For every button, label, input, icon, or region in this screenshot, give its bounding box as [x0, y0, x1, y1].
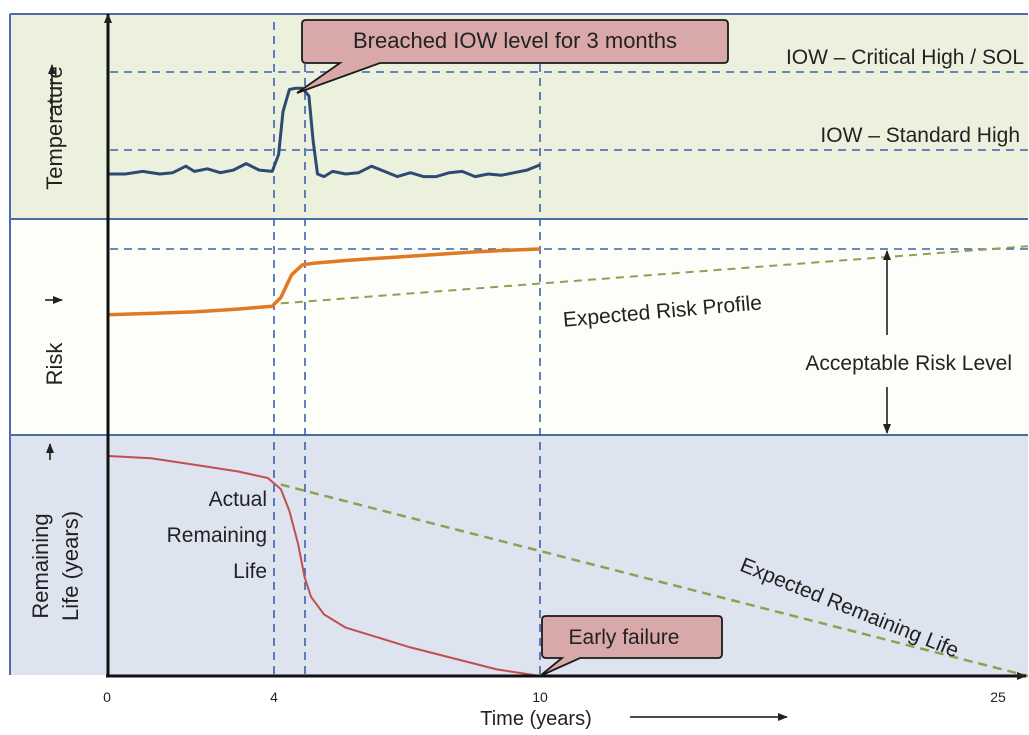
expected-remaining-life-line — [280, 483, 1029, 678]
x-tick-25: 25 — [990, 689, 1006, 705]
critical-high-label: IOW – Critical High / SOL — [786, 46, 1024, 69]
x-axis-title: Time (years) — [480, 708, 591, 730]
x-tick-4: 4 — [270, 689, 278, 705]
risk-panel-band — [10, 219, 1028, 435]
early-failure-callout-box — [539, 615, 723, 677]
breach-callout-box — [296, 19, 729, 94]
remaining-life-axis-label-line2: Life (years) — [58, 511, 83, 621]
risk-axis-label: Risk — [42, 342, 67, 386]
risk-series-line — [107, 247, 541, 317]
x-tick-10: 10 — [532, 689, 548, 705]
actual-remaining-life-label-line1: Actual — [209, 488, 267, 511]
remaining-life-panel-band — [10, 435, 1028, 675]
panel-backgrounds — [9, 13, 1028, 675]
temperature-axis-label: Temperature — [42, 66, 67, 190]
remaining-life-axis-label-line1: Remaining — [28, 513, 53, 618]
acceptable-risk-level-label: Acceptable Risk Level — [805, 352, 1012, 375]
temperature-series-line — [108, 86, 541, 179]
actual-remaining-life-line — [107, 455, 541, 677]
callouts — [296, 19, 729, 677]
actual-remaining-life-label-line2: Remaining — [167, 524, 267, 547]
axes — [45, 13, 1027, 721]
actual-remaining-life-label-line3: Life — [233, 560, 267, 583]
guide-lines — [110, 22, 1028, 675]
x-tick-0: 0 — [103, 689, 111, 705]
early-failure-text: Early failure — [569, 626, 680, 649]
standard-high-label: IOW – Standard High — [820, 124, 1020, 147]
breach-callout-text: Breached IOW level for 3 months — [353, 28, 677, 53]
